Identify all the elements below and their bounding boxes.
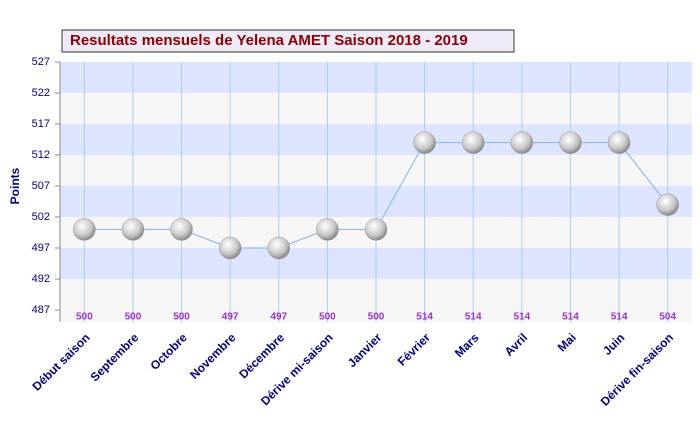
point-marker xyxy=(413,131,436,154)
y-axis-label: Points xyxy=(8,167,22,204)
data-label: 500 xyxy=(319,312,336,323)
point-marker xyxy=(73,218,96,241)
data-label: 514 xyxy=(611,312,628,323)
y-tick-label: 512 xyxy=(32,149,50,161)
y-tick-label: 522 xyxy=(32,87,50,99)
point-marker xyxy=(510,131,534,154)
point-marker xyxy=(461,131,485,154)
point-marker xyxy=(607,131,631,154)
data-label: 497 xyxy=(270,312,287,323)
y-tick-label: 517 xyxy=(32,118,50,130)
point-marker xyxy=(559,131,582,154)
data-label: 500 xyxy=(76,312,93,323)
y-tick-label: 527 xyxy=(32,56,50,68)
point-marker xyxy=(267,236,291,260)
data-label: 514 xyxy=(514,312,531,323)
point-marker xyxy=(364,218,388,241)
point-marker xyxy=(218,236,242,260)
y-tick-label: 492 xyxy=(32,273,50,285)
chart-title: Resultats mensuels de Yelena AMET Saison… xyxy=(70,32,468,49)
data-label: 500 xyxy=(368,312,385,323)
title-box xyxy=(61,29,515,53)
point-marker xyxy=(316,218,339,241)
point-marker xyxy=(170,218,193,241)
data-label: 514 xyxy=(562,312,579,323)
y-tick-label: 497 xyxy=(32,242,50,254)
point-marker xyxy=(121,218,145,241)
y-tick-label: 507 xyxy=(32,180,50,192)
data-label: 514 xyxy=(416,312,433,323)
data-label: 497 xyxy=(222,312,239,323)
y-tick-label: 502 xyxy=(32,211,50,223)
data-label: 504 xyxy=(659,312,676,323)
data-label: 500 xyxy=(173,312,190,323)
data-label: 514 xyxy=(465,312,482,323)
y-tick-label: 487 xyxy=(32,304,50,316)
point-marker xyxy=(656,193,679,216)
data-label: 500 xyxy=(125,312,142,323)
